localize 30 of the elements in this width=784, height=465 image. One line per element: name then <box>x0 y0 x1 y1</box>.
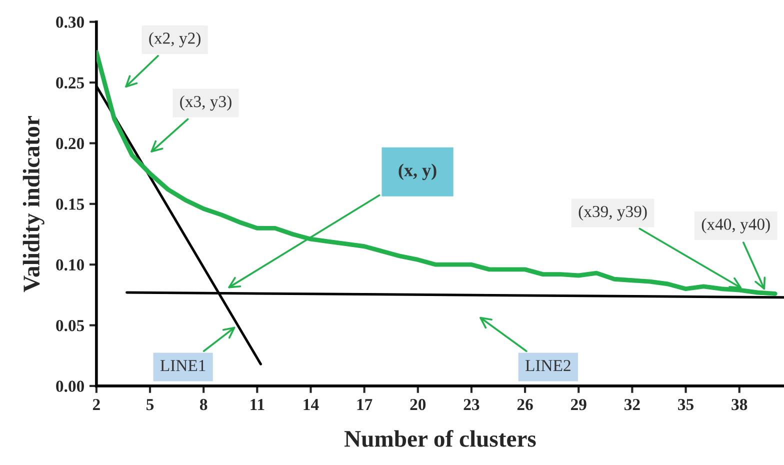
y-tick-label: 0.15 <box>56 198 84 210</box>
x-tick-label: 32 <box>624 398 640 410</box>
x-tick-label: 8 <box>200 398 208 410</box>
x-tick-label: 38 <box>732 398 748 410</box>
y-tick-label: 0.00 <box>56 380 84 392</box>
x-tick-label: 20 <box>410 398 426 410</box>
annotation: LINE2 <box>526 360 570 372</box>
x-tick-label: 29 <box>570 398 586 410</box>
x-tick-label: 17 <box>357 399 372 410</box>
y-tick-label: 0.10 <box>56 259 84 271</box>
x-tick-label: 23 <box>464 398 480 410</box>
annotation: (x40, y40) <box>702 218 770 234</box>
annotation: LINE1 <box>160 360 206 372</box>
annotation: (x, y) <box>398 164 436 180</box>
x-axis-title: Number of clusters <box>344 430 536 447</box>
x-tick-label: 26 <box>517 398 533 410</box>
y-tick-label: 0.20 <box>56 138 84 150</box>
x-tick-label: 35 <box>678 398 694 410</box>
x-tick-label: 5 <box>146 399 154 410</box>
x-tick-label: 14 <box>304 399 319 410</box>
y-tick-label: 0.30 <box>56 16 84 28</box>
annotation: (x2, y2) <box>149 32 200 48</box>
x-tick-label: 2 <box>92 398 100 410</box>
annotation: (x3, y3) <box>180 95 232 111</box>
y-tick-label: 0.05 <box>56 320 84 332</box>
y-axis-title: Validity indicator <box>22 116 44 292</box>
x-tick-label: 11 <box>250 399 264 410</box>
y-tick-label: 0.25 <box>56 77 84 89</box>
annotation: (x39, y39) <box>578 205 647 221</box>
line-series <box>96 50 778 296</box>
